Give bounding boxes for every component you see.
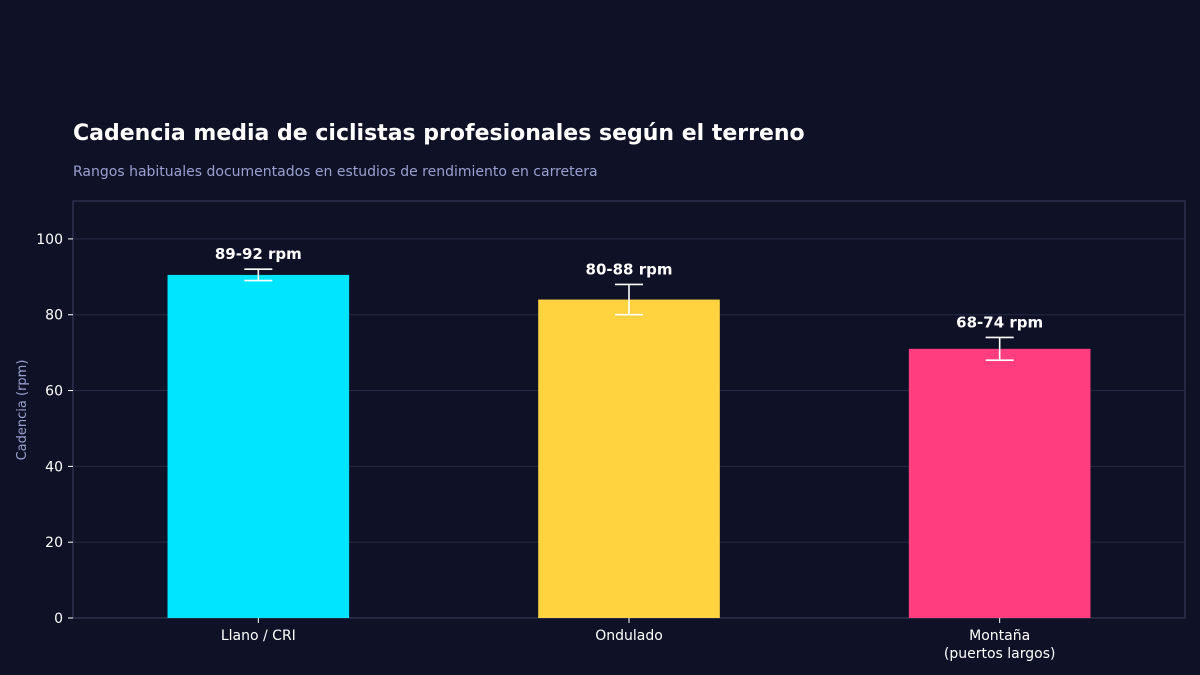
x-tick-label: Llano / CRI bbox=[221, 628, 296, 644]
bar bbox=[538, 299, 720, 618]
x-tick-label: Ondulado bbox=[595, 628, 663, 644]
data-label: 89-92 rpm bbox=[215, 245, 302, 263]
y-tick-label: 40 bbox=[45, 459, 63, 475]
y-tick-label: 100 bbox=[36, 232, 63, 248]
bar bbox=[167, 274, 350, 618]
bar bbox=[908, 348, 1091, 618]
y-tick-label: 80 bbox=[45, 308, 63, 324]
chart-title: Cadencia media de ciclistas profesionale… bbox=[73, 121, 805, 146]
data-label: 80-88 rpm bbox=[586, 260, 673, 278]
x-tick-label: Montaña bbox=[969, 628, 1030, 644]
y-tick-label: 20 bbox=[45, 535, 63, 551]
y-tick-label: 0 bbox=[54, 611, 63, 627]
x-tick-label: (puertos largos) bbox=[944, 646, 1056, 662]
y-tick-label: 60 bbox=[45, 384, 63, 400]
chart-subtitle: Rangos habituales documentados en estudi… bbox=[73, 164, 598, 180]
data-label: 68-74 rpm bbox=[956, 313, 1043, 331]
y-axis-label: Cadencia (rpm) bbox=[15, 360, 30, 461]
